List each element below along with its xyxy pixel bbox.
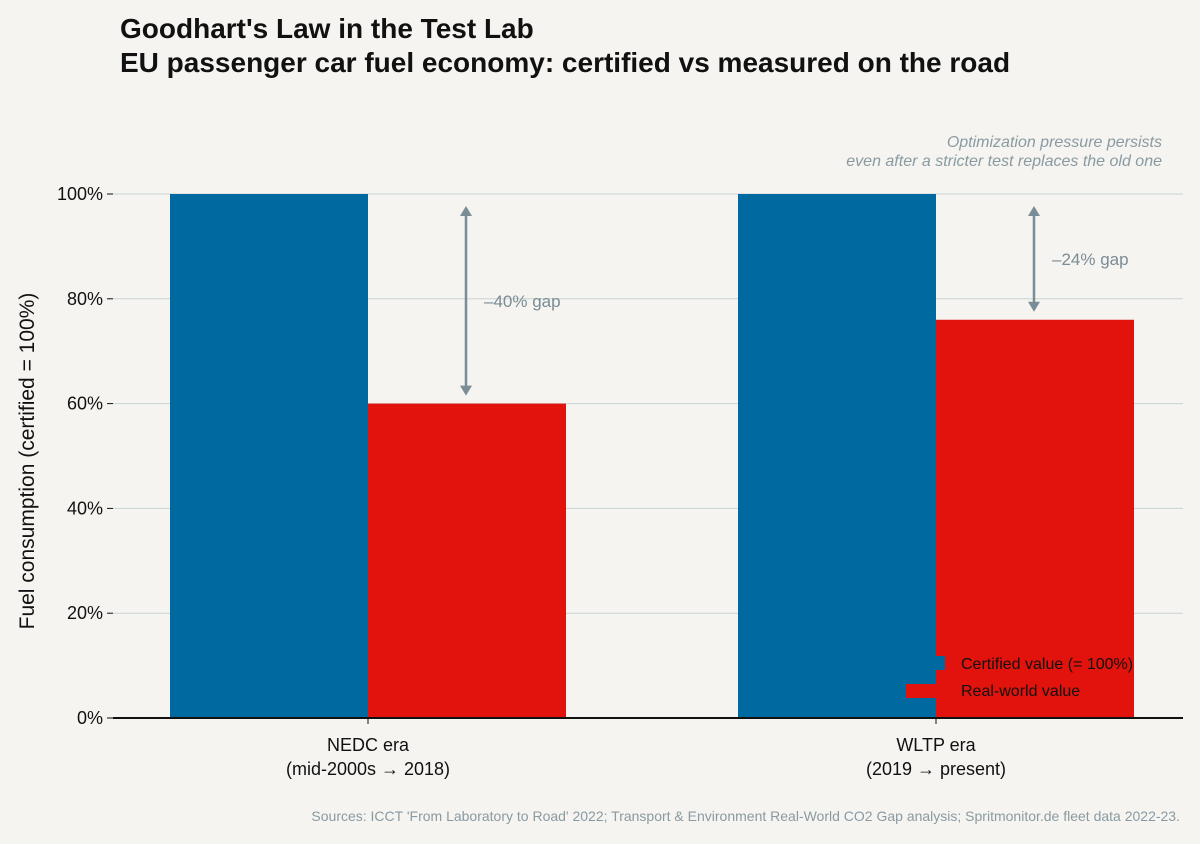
y-tick-label: 80% (67, 289, 103, 309)
y-axis-label: Fuel consumption (certified = 100%) (16, 293, 39, 630)
source-note: Sources: ICCT 'From Laboratory to Road' … (311, 808, 1180, 824)
y-tick-label: 20% (67, 603, 103, 623)
x-tick-label: WLTP era (896, 735, 976, 755)
bars (170, 194, 1134, 718)
gap-arrow-head-up (1028, 206, 1040, 216)
y-tick-label: 40% (67, 498, 103, 518)
title-line-2: EU passenger car fuel economy: certified… (120, 47, 1011, 78)
gap-label: –40% gap (484, 292, 561, 311)
legend-label: Certified value (= 100%) (961, 656, 1133, 673)
gap-arrow-head-down (1028, 301, 1040, 312)
annotation-line-1: Optimization pressure persists (947, 134, 1162, 151)
gap-arrow-head-up (460, 206, 472, 216)
gap-label: –24% gap (1052, 250, 1129, 269)
legend-label: Real-world value (961, 683, 1080, 700)
axes: 0% 20% 40% 60% 80% 100% Fuel consumption (cert… (16, 184, 1183, 779)
annotation-line-2: even after a stricter test replaces the … (846, 153, 1162, 170)
x-tick-label: NEDC era (327, 735, 410, 755)
legend-swatch-real-world (906, 684, 945, 698)
gap-arrow-head-down (460, 385, 472, 396)
bar-certified (170, 194, 368, 718)
y-tick-label: 60% (67, 394, 103, 414)
title-line-1: Goodhart's Law in the Test Lab (120, 13, 534, 44)
bar-certified (738, 194, 936, 718)
bar-real-world (936, 319, 1134, 718)
legend: Certified value (= 100%) Real-world value (906, 656, 1133, 700)
y-tick-label: 0% (77, 708, 103, 728)
x-tick-label: (2019 → present) (866, 759, 1006, 779)
x-tick-label: (mid-2000s → 2018) (286, 759, 450, 779)
gap-arrows: –40% gap –24% gap (460, 206, 1129, 396)
bar-real-world (368, 403, 566, 718)
chart-title: Goodhart's Law in the Test Lab EU passen… (120, 12, 1010, 80)
legend-swatch-certified (935, 656, 945, 670)
y-tick-label: 100% (57, 184, 103, 204)
